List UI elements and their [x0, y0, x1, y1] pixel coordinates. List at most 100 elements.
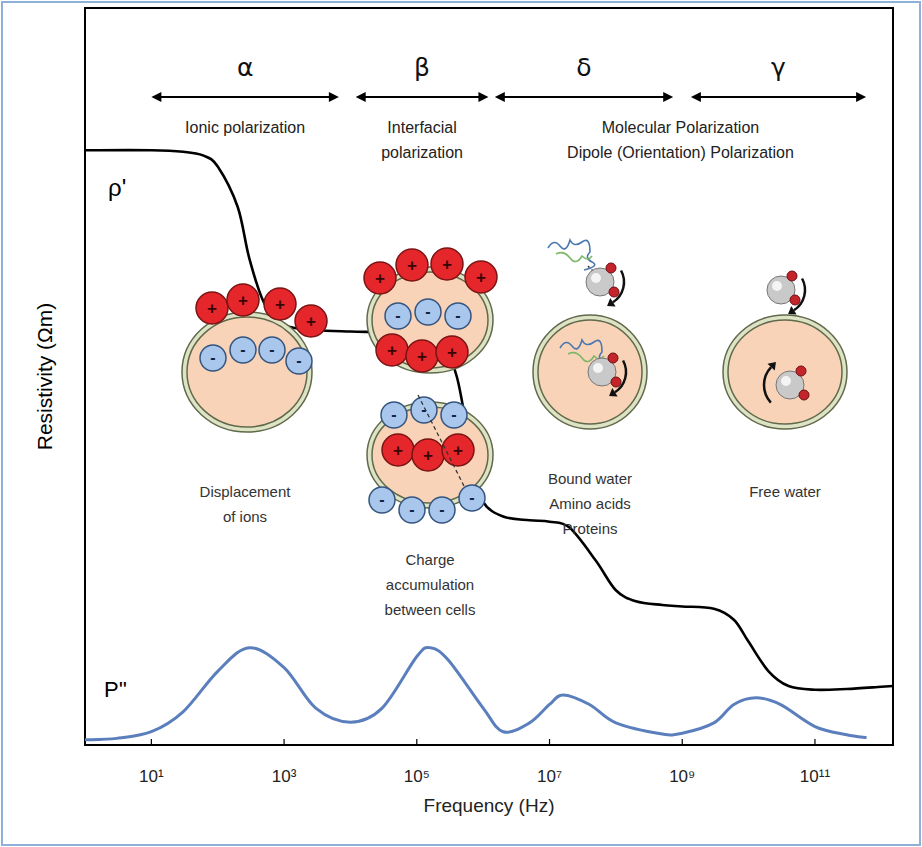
mechanism-label: Molecular Polarization	[602, 119, 759, 136]
mechanism-label: Dipole (Orientation) Polarization	[567, 144, 794, 161]
negative-ion	[286, 348, 312, 374]
positive-ion	[431, 248, 463, 280]
positive-ion	[436, 336, 468, 368]
negative-ion	[415, 299, 441, 325]
water-highlight	[591, 273, 601, 283]
region-arrow	[360, 96, 485, 98]
region-arrow	[155, 96, 335, 98]
caption: of ions	[223, 508, 267, 525]
rotation-arrow-head	[607, 298, 616, 306]
negative-ion	[381, 402, 407, 428]
ion-symbol: +	[393, 441, 403, 460]
region-label: β	[414, 53, 430, 82]
cell-membrane	[723, 315, 847, 429]
ion-symbol: -	[451, 406, 456, 423]
ion-symbol: -	[395, 307, 400, 324]
x-tick-label: 10¹	[139, 767, 164, 786]
cell-membrane	[182, 312, 312, 432]
x-tick	[416, 739, 417, 745]
positive-ion	[295, 305, 327, 337]
x-axis-title: Frequency (Hz)	[424, 795, 555, 816]
positive-ion	[196, 292, 228, 324]
x-tick-label: 10⁹	[669, 767, 695, 786]
positive-ion	[264, 288, 296, 320]
positive-ion	[406, 340, 438, 372]
ion-symbol: -	[296, 352, 301, 369]
water-hydrogen	[790, 295, 800, 305]
protein	[548, 240, 595, 270]
caption: Bound water	[548, 470, 632, 487]
figure: 10¹10³10⁵10⁷10⁹10¹¹Frequency (Hz)Resisti…	[0, 0, 922, 847]
water-hydrogen	[787, 271, 797, 281]
rotation-arrow	[764, 367, 771, 402]
ion-symbol: -	[469, 489, 474, 506]
ion-symbol: -	[269, 341, 274, 358]
region-arrow	[695, 96, 862, 98]
x-tick	[682, 739, 683, 745]
protein	[556, 253, 592, 262]
negative-ion	[399, 497, 425, 523]
ion-symbol: -	[210, 349, 215, 366]
ion-symbol: +	[207, 299, 217, 318]
curves	[85, 150, 893, 740]
series-label: P''	[104, 677, 127, 702]
ion-symbol: +	[417, 347, 427, 366]
series-curve	[85, 150, 893, 690]
ion-symbol: +	[423, 446, 433, 465]
x-tick	[814, 739, 815, 745]
caption: Displacement	[200, 483, 292, 500]
caption: accumulation	[386, 576, 474, 593]
region-arrow	[499, 96, 669, 98]
x-tick-label: 10⁷	[537, 767, 562, 786]
arrow-head	[329, 92, 339, 102]
water-highlight	[593, 363, 603, 373]
arrow-head	[495, 92, 505, 102]
mechanism-label: Ionic polarization	[185, 119, 305, 136]
positive-ion	[364, 262, 396, 294]
ion-symbol: +	[387, 341, 397, 360]
caption: Amino acids	[549, 495, 631, 512]
ion-symbol: +	[407, 256, 417, 275]
illustrations: ++++----++++---+++---+++----	[182, 240, 847, 523]
negative-ion	[259, 337, 285, 363]
arrow-head	[663, 92, 673, 102]
water-hydrogen	[606, 263, 616, 273]
ion-symbol: -	[391, 406, 396, 423]
x-tick-label: 10¹¹	[800, 767, 831, 786]
cell-body	[187, 317, 307, 427]
positive-ion	[382, 434, 414, 466]
negative-ion	[429, 497, 455, 523]
positive-ion	[412, 439, 444, 471]
ion-symbol: +	[275, 295, 285, 314]
x-tick-label: 10³	[272, 767, 297, 786]
caption: Free water	[749, 483, 821, 500]
negative-ion	[411, 397, 437, 423]
cell-body	[728, 320, 842, 424]
series-label: ρ'	[108, 174, 126, 201]
caption: Proteins	[562, 520, 617, 537]
y-axis-title: Resistivity (Ωm)	[33, 303, 56, 451]
positive-ion	[227, 284, 259, 316]
region-label: γ	[771, 53, 786, 82]
ion-symbol: +	[375, 269, 385, 288]
x-tick	[283, 739, 284, 745]
ion-symbol: -	[439, 501, 444, 518]
negative-ion	[445, 303, 471, 329]
negative-ion	[230, 337, 256, 363]
negative-ion	[441, 402, 467, 428]
region-label: δ	[576, 53, 591, 82]
negative-ion	[459, 485, 485, 511]
water-hydrogen	[609, 287, 619, 297]
water-hydrogen	[608, 353, 618, 363]
cell-body	[538, 320, 642, 424]
negative-ion	[200, 345, 226, 371]
ion-symbol: -	[425, 303, 430, 320]
ion-symbol: +	[306, 312, 316, 331]
ion-symbol: -	[379, 491, 384, 508]
cell-membrane	[533, 315, 647, 429]
arrow-head	[151, 92, 161, 102]
water-hydrogen	[799, 390, 809, 400]
negative-ion	[369, 487, 395, 513]
dashed-link	[418, 395, 466, 490]
ion-symbol: +	[238, 291, 248, 310]
